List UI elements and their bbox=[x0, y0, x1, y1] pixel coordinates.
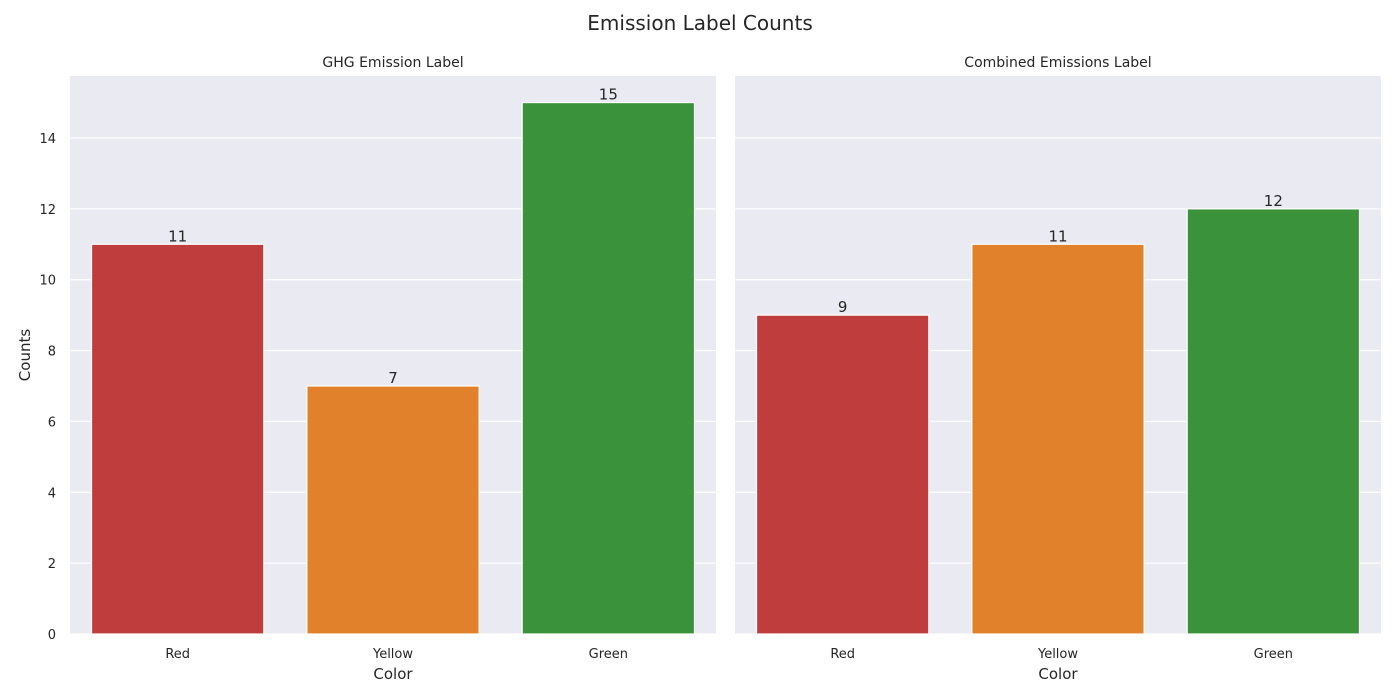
bar-value-label: 12 bbox=[1264, 192, 1283, 210]
subplots-group: 0 2 4 6 8 10 12 14 11 Red 7 Yellow 15 Green GHG Emissi… bbox=[16, 55, 1381, 683]
y-tick-label: 12 bbox=[39, 203, 56, 218]
bar-yellow bbox=[306, 385, 480, 635]
bar-value-label: 11 bbox=[1048, 227, 1067, 245]
y-tick-label: 10 bbox=[39, 274, 56, 289]
y-tick-label: 2 bbox=[48, 557, 56, 572]
subplot-title: GHG Emission Label bbox=[322, 55, 463, 71]
bar-red bbox=[90, 243, 265, 635]
x-axis-label: Color bbox=[1038, 665, 1078, 683]
x-tick-label: Red bbox=[830, 647, 855, 662]
bar-red bbox=[755, 314, 930, 635]
subplot-1: 0 2 4 6 8 10 12 14 11 Red 7 Yellow 15 Green GHG Emissi… bbox=[16, 55, 716, 683]
subplot-title: Combined Emissions Label bbox=[964, 55, 1151, 71]
y-axis-label: Counts bbox=[16, 329, 34, 382]
x-tick-label: Yellow bbox=[372, 647, 413, 662]
bar-yellow bbox=[971, 243, 1145, 635]
bar-value-label: 15 bbox=[599, 86, 618, 104]
y-tick-label: 8 bbox=[48, 345, 56, 360]
bar-value-label: 7 bbox=[388, 369, 398, 387]
subplot-2: 9 Red 11 Yellow 12 Green Combined Emissions La… bbox=[735, 55, 1381, 683]
x-tick-label: Green bbox=[589, 647, 628, 662]
figure-title: Emission Label Counts bbox=[587, 11, 812, 35]
x-tick-label: Green bbox=[1254, 647, 1293, 662]
y-tick-label: 4 bbox=[48, 486, 56, 501]
bar-green bbox=[1186, 208, 1361, 635]
y-tick-label: 6 bbox=[48, 415, 56, 430]
bar-value-label: 9 bbox=[838, 298, 848, 316]
y-tick-label: 14 bbox=[39, 132, 56, 147]
x-tick-label: Red bbox=[165, 647, 190, 662]
bar-value-label: 11 bbox=[168, 227, 187, 245]
y-tick-label: 0 bbox=[48, 628, 56, 643]
x-axis-label: Color bbox=[373, 665, 413, 683]
x-tick-label: Yellow bbox=[1037, 647, 1078, 662]
bar-green bbox=[521, 101, 696, 635]
